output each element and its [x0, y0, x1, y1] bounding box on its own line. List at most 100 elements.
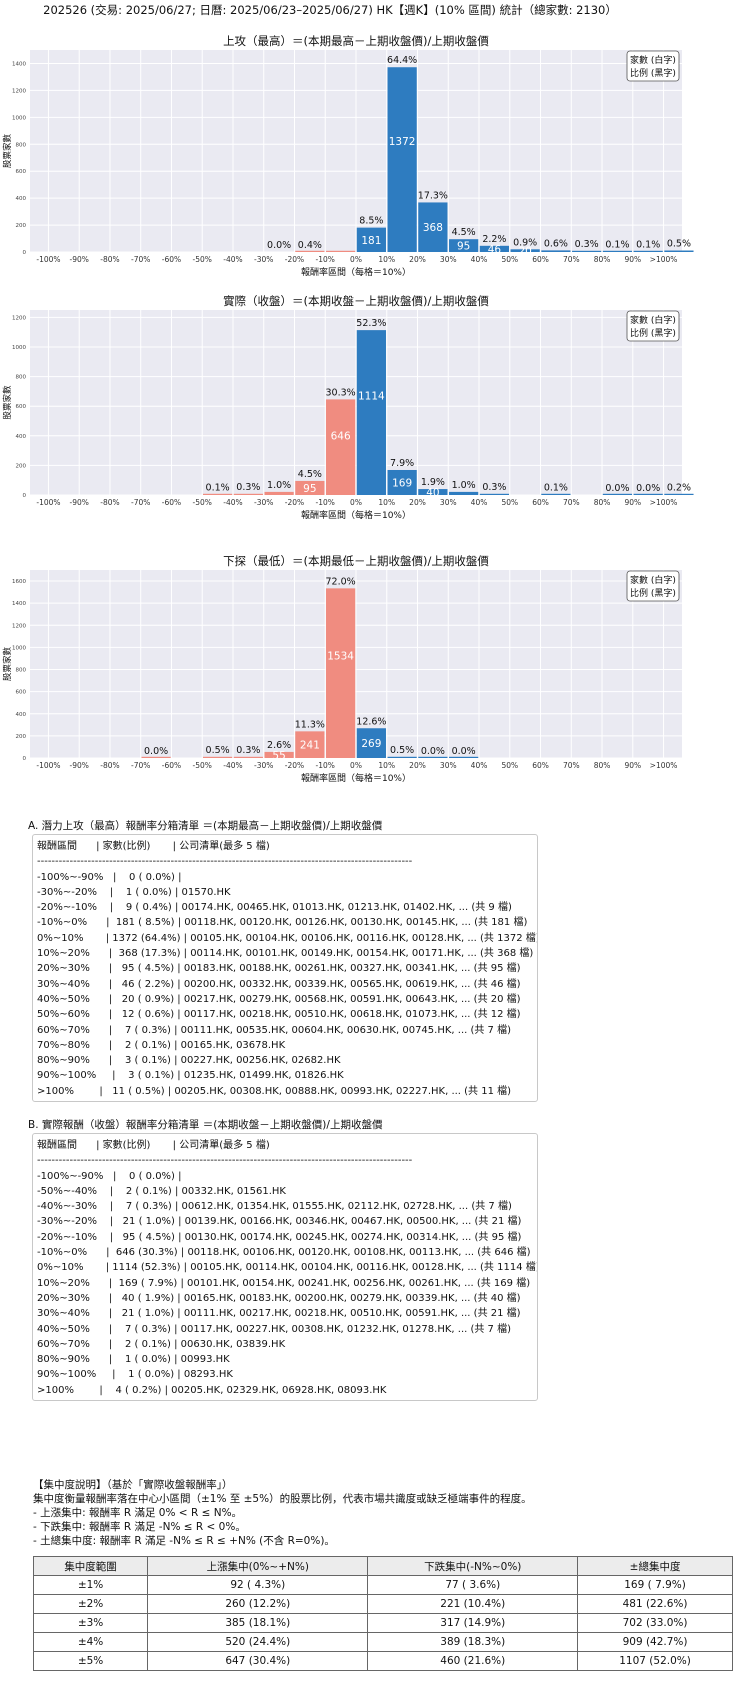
- y-tick-label: 1400: [12, 61, 26, 67]
- chart-high: 上攻（最高）＝(本期最高－上期收盤價)/上期收盤價 0 200 400 600 800 10…: [2, 34, 694, 278]
- x-tick-label: -60%: [162, 498, 181, 507]
- table-cell: ±5%: [32, 1651, 149, 1671]
- x-axis-label: 報酬率區間（每格＝10%）: [301, 772, 411, 784]
- count-label: 1114: [358, 390, 385, 402]
- list-line: 40%~50% | 20 ( 0.9%) | 00217.HK, 00279.H…: [37, 993, 521, 1005]
- percent-label: 8.5%: [359, 216, 383, 227]
- x-tick-label: -40%: [223, 255, 242, 264]
- x-tick-label: 60%: [532, 761, 549, 770]
- percent-label: 52.3%: [356, 318, 386, 329]
- list-line: -30%~-20% | 21 ( 1.0%) | 00139.HK, 00166…: [37, 1216, 522, 1228]
- x-tick-label: -90%: [70, 498, 89, 507]
- percent-label: 2.2%: [482, 234, 506, 245]
- list-line: 0%~10% | 1372 (64.4%) | 00105.HK, 00104.…: [37, 932, 538, 944]
- count-label: 55: [272, 750, 285, 762]
- table-row: ±4% 520 (24.4%) 389 (18.3%) 909 (42.7%): [32, 1632, 733, 1652]
- table-header-row: 集中度範圍 上漲集中(0%~+N%) 下跌集中(-N%~0%) ±總集中度: [32, 1556, 733, 1576]
- x-axis-label: 報酬率區間（每格＝10%）: [301, 266, 411, 278]
- percent-label: 0.1%: [206, 483, 230, 494]
- section-a-title: A. 潛力上攻（最高）報酬率分箱清單 ＝(本期最高－上期收盤價)/上期收盤價: [28, 820, 383, 832]
- x-tick-label: 50%: [501, 498, 518, 507]
- legend-text: 家數 (白字): [630, 54, 676, 66]
- list-line: 10%~20% | 368 (17.3%) | 00114.HK, 00101.…: [37, 948, 534, 960]
- percent-label: 0.0%: [267, 240, 291, 251]
- percent-label: 1.0%: [452, 480, 476, 491]
- count-label: 269: [361, 738, 381, 750]
- count-label: 241: [300, 740, 320, 752]
- count-label: 95: [303, 483, 316, 495]
- count-label: 1534: [327, 651, 354, 663]
- x-tick-label: 30%: [440, 255, 457, 264]
- legend-box: [626, 310, 680, 342]
- table-cell: 92 ( 4.3%): [147, 1575, 369, 1595]
- x-tick-label: 70%: [563, 498, 580, 507]
- bar: [572, 250, 602, 252]
- percent-label: 64.4%: [387, 55, 417, 66]
- x-tick-label: 10%: [378, 761, 395, 770]
- x-tick-label: 0%: [350, 255, 362, 264]
- x-tick-label: 90%: [624, 498, 641, 507]
- list-line: 80%~90% | 3 ( 0.1%) | 00227.HK, 00256.HK…: [37, 1055, 341, 1067]
- percent-label: 0.1%: [605, 240, 629, 251]
- x-tick-label: -30%: [254, 761, 273, 770]
- x-tick-label: -10%: [316, 255, 335, 264]
- list-line: -100%~-90% | 0 ( 0.0%) |: [37, 871, 182, 883]
- bar: [418, 756, 448, 758]
- y-tick-label: 1200: [12, 623, 26, 629]
- table-cell: 702 (33.0%): [577, 1613, 733, 1633]
- x-tick-label: 80%: [594, 498, 611, 507]
- y-tick-label: 400: [16, 196, 27, 202]
- x-tick-label: -70%: [131, 255, 150, 264]
- x-tick-label: >100%: [650, 761, 678, 770]
- chart-title: 實際（收盤）＝(本期收盤－上期收盤價)/上期收盤價: [223, 294, 489, 308]
- list-line: ----------------------------------------…: [37, 856, 413, 868]
- x-tick-label: >100%: [650, 255, 678, 264]
- list-line: -30%~-20% | 1 ( 0.0%) | 01570.HK: [37, 886, 231, 898]
- bar: [233, 756, 263, 758]
- legend-text: 比例 (黑字): [630, 327, 676, 339]
- legend-text: 比例 (黑字): [630, 67, 676, 79]
- table-cell: ±3%: [32, 1613, 149, 1633]
- x-tick-label: -20%: [285, 255, 304, 264]
- percent-label: 12.6%: [356, 716, 386, 727]
- list-line: -10%~0% | 181 ( 8.5%) | 00118.HK, 00120.…: [37, 917, 528, 929]
- bar: [664, 493, 694, 495]
- list-line: 30%~40% | 46 ( 2.2%) | 00200.HK, 00332.H…: [37, 978, 521, 990]
- x-tick-label: 70%: [563, 761, 580, 770]
- percent-label: 30.3%: [326, 387, 356, 398]
- list-line: 50%~60% | 12 ( 0.6%) | 00117.HK, 00218.H…: [37, 1009, 521, 1021]
- x-tick-label: >100%: [650, 498, 678, 507]
- bar: [141, 756, 171, 758]
- y-tick-label: 800: [16, 668, 27, 674]
- legend-box: [626, 570, 680, 602]
- y-tick-label: 1600: [12, 579, 26, 585]
- percent-label: 0.0%: [144, 746, 168, 757]
- percent-label: 0.5%: [206, 745, 230, 756]
- x-axis-label: 報酬率區間（每格＝10%）: [301, 509, 411, 521]
- table-cell: 520 (24.4%): [147, 1632, 369, 1652]
- x-tick-label: -60%: [162, 255, 181, 264]
- bar: [264, 491, 294, 495]
- x-tick-label: 20%: [409, 255, 426, 264]
- percent-label: 0.0%: [421, 746, 445, 757]
- table-cell: ±4%: [32, 1632, 149, 1652]
- x-tick-label: -30%: [254, 255, 273, 264]
- x-tick-label: 20%: [409, 761, 426, 770]
- x-tick-label: 60%: [532, 498, 549, 507]
- table-cell: 460 (21.6%): [367, 1651, 579, 1671]
- bar: [295, 480, 325, 495]
- x-tick-label: -60%: [162, 761, 181, 770]
- percent-label: 0.5%: [667, 239, 691, 250]
- x-tick-label: -30%: [254, 498, 273, 507]
- percent-label: 0.3%: [236, 482, 260, 493]
- y-tick-label: 400: [16, 712, 27, 718]
- column-header: ±總集中度: [577, 1556, 733, 1576]
- x-tick-label: -90%: [70, 255, 89, 264]
- percent-label: 4.5%: [298, 469, 322, 480]
- y-axis-label: 股票家數: [2, 385, 13, 420]
- list-line: -10%~0% | 646 (30.3%) | 00118.HK, 00106.…: [37, 1247, 531, 1259]
- table-cell: 317 (14.9%): [367, 1613, 579, 1633]
- bar: [479, 493, 510, 495]
- list-line: 60%~70% | 7 ( 0.3%) | 00111.HK, 00535.HK…: [37, 1024, 512, 1036]
- x-tick-label: 40%: [471, 761, 488, 770]
